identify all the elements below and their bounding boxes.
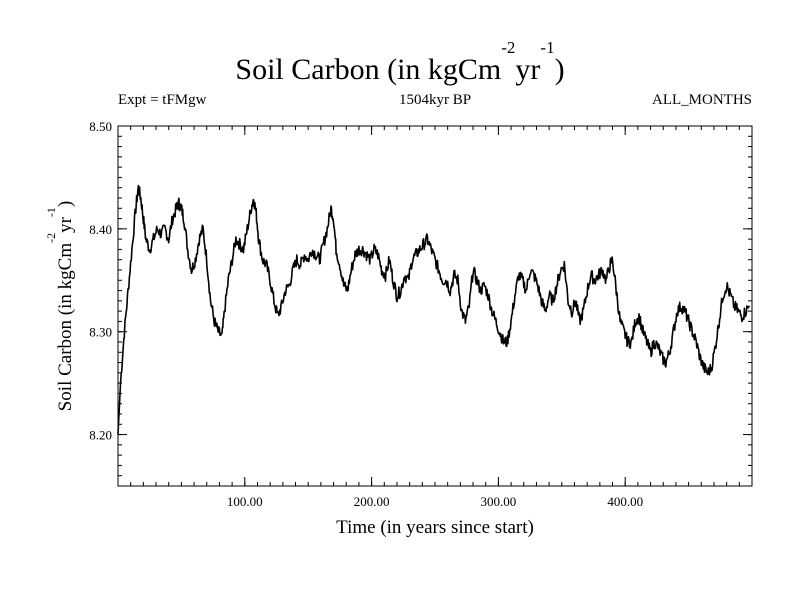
soil-carbon-line [117, 184, 751, 435]
y-axis-label: Soil Carbon (in kgCm-2yr-1) [44, 200, 76, 412]
y-tick-label: 8.30 [89, 325, 112, 340]
x-axis-label: Time (in years since start) [336, 517, 534, 538]
y-tick-label: 8.50 [89, 119, 112, 134]
chart-title: Soil Carbon (in kgCm-2yr-1) [235, 38, 565, 86]
y-tick-label: 8.20 [89, 428, 112, 443]
months-label: ALL_MONTHS [652, 92, 752, 108]
period-label: 1504kyr BP [398, 92, 472, 108]
x-tick-label: 400.00 [607, 494, 643, 509]
x-tick-label: 200.00 [354, 494, 390, 509]
major-ticks [118, 125, 752, 486]
experiment-label: Expt = tFMgw [118, 92, 207, 108]
tick-labels: 100.00 200.00 300.00 400.00 8.20 8.30 8.40 8.50 [89, 119, 643, 509]
y-tick-label: 8.40 [89, 222, 112, 237]
x-tick-label: 300.00 [481, 494, 517, 509]
x-tick-label: 100.00 [227, 494, 263, 509]
